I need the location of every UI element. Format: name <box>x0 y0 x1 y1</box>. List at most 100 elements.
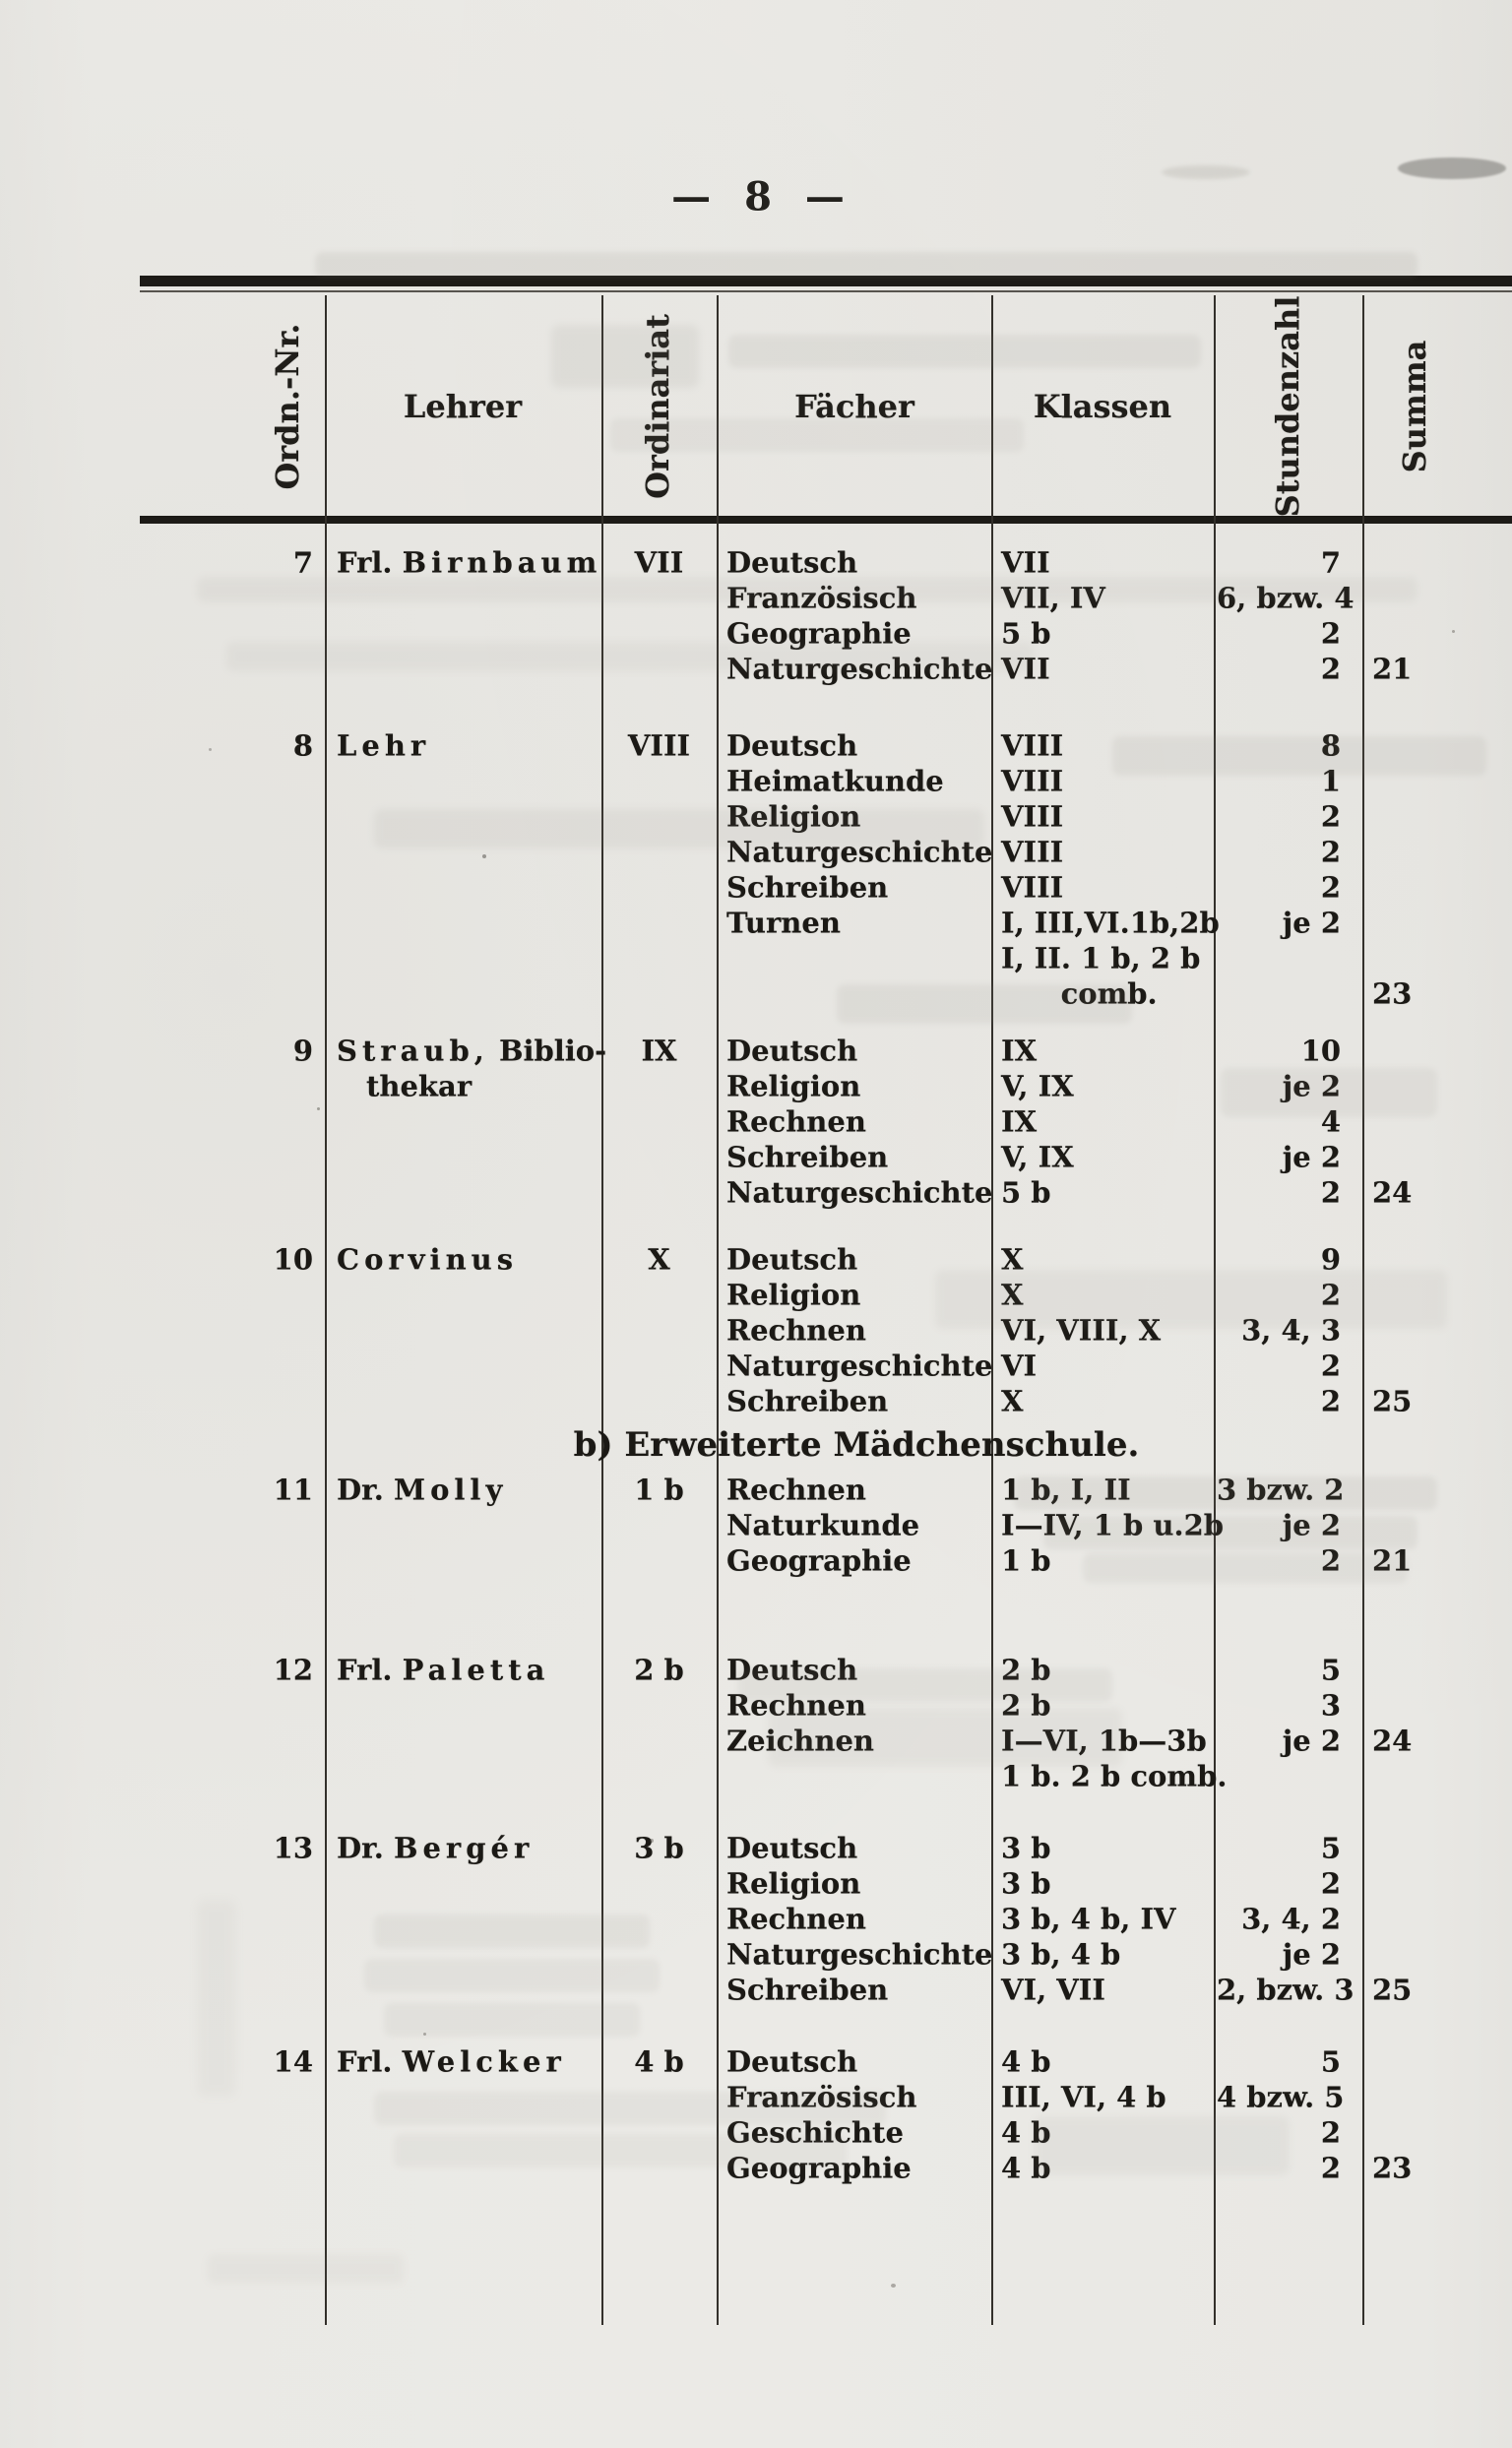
ordn-nr-value: 12 <box>273 1653 313 1687</box>
teacher-name: Frl. Welcker <box>337 2044 566 2079</box>
subject-cell: Französisch <box>726 581 917 615</box>
klassen-cell: comb. <box>1001 976 1158 1011</box>
stundenzahl-cell: 5 <box>1320 2044 1341 2079</box>
bleed-through-artifact <box>1083 1553 1408 1583</box>
stundenzahl-cell: 2 <box>1320 870 1341 905</box>
ordinariat-value: X <box>648 1242 670 1277</box>
subject-cell: Schreiben <box>726 1973 889 2007</box>
subject-cell: Rechnen <box>726 1902 866 1936</box>
ordinariat-value: 4 b <box>634 2044 684 2079</box>
bleed-through-artifact <box>1221 1068 1437 1117</box>
bleed-through-artifact <box>226 642 1034 671</box>
stundenzahl-cell: 1 <box>1320 764 1341 798</box>
klassen-cell: VII <box>1001 652 1050 686</box>
header-bottom-rule <box>140 516 1512 524</box>
stundenzahl-cell: 2 <box>1320 1543 1341 1578</box>
column-divider <box>1214 295 1216 2325</box>
klassen-cell: III, VI, 4 b <box>1001 2080 1166 2114</box>
bleed-through-artifact <box>768 1708 1122 1767</box>
subject-cell: Deutsch <box>726 1242 858 1277</box>
teacher-name: Corvinus <box>337 1242 519 1277</box>
subject-cell: Geschichte <box>726 2115 904 2150</box>
klassen-cell: IX <box>1001 1104 1038 1139</box>
ordinariat-value: VIII <box>627 728 691 763</box>
subject-cell: Deutsch <box>726 1653 858 1687</box>
teacher-name: Straub, Biblio- <box>337 1034 607 1068</box>
stundenzahl-cell: 10 <box>1300 1034 1341 1068</box>
stundenzahl-cell: 2 <box>1320 1349 1341 1383</box>
stundenzahl-cell: 2 <box>1320 2151 1341 2185</box>
stundenzahl-cell: 4 bzw. 5 <box>1217 2080 1345 2114</box>
teacher-name: Frl. Paletta <box>337 1653 550 1687</box>
column-divider <box>325 295 327 2325</box>
top-rule-thin <box>140 290 1512 292</box>
stundenzahl-cell: 2 <box>1320 1175 1341 1210</box>
column-divider <box>991 295 993 2325</box>
teacher-name: Dr. Bergér <box>337 1831 535 1865</box>
bleed-through-artifact <box>394 2134 847 2167</box>
subject-cell: Naturgeschichte <box>726 1937 993 1972</box>
subject-cell: Rechnen <box>726 1313 866 1348</box>
ordn-nr-value: 14 <box>273 2044 313 2079</box>
speck-artifact <box>1102 1910 1106 1913</box>
klassen-cell: 3 b, 4 b, IV <box>1001 1902 1176 1936</box>
bleed-through-artifact <box>1043 1516 1418 1549</box>
klassen-cell: V, IX <box>1001 1069 1074 1103</box>
subject-cell: Schreiben <box>726 870 889 905</box>
subject-cell: Zeichnen <box>726 1724 874 1758</box>
summa-value: 24 <box>1372 1724 1413 1758</box>
smudge-artifact <box>1398 157 1506 179</box>
bleed-through-artifact <box>374 809 984 848</box>
klassen-cell: 3 b <box>1001 1831 1051 1865</box>
bleed-through-artifact <box>197 577 1418 602</box>
klassen-cell: 1 b <box>1001 1543 1051 1578</box>
ordn-nr-value: 9 <box>292 1034 313 1068</box>
stundenzahl-cell: 3, 4, 3 <box>1241 1313 1341 1348</box>
stundenzahl-cell: 2 <box>1320 652 1341 686</box>
subject-cell: Deutsch <box>726 2044 858 2079</box>
stundenzahl-cell: je 2 <box>1282 1508 1341 1542</box>
bleed-through-artifact <box>364 1959 660 1992</box>
subject-cell: Turnen <box>726 906 841 940</box>
klassen-cell: V, IX <box>1001 1140 1074 1174</box>
klassen-cell: X <box>1001 1278 1024 1312</box>
speck-artifact <box>482 854 486 858</box>
ordinariat-value: 1 b <box>634 1473 684 1507</box>
ordn-nr-value: 7 <box>292 545 313 580</box>
stundenzahl-cell: 2 <box>1320 835 1341 869</box>
stundenzahl-cell: 3 <box>1320 1688 1341 1723</box>
column-divider <box>717 295 719 2325</box>
subject-cell: Naturgeschichte <box>726 1349 993 1383</box>
klassen-cell: I, II. 1 b, 2 b <box>1001 941 1201 975</box>
column-header-ordn-nr: Ordn.-Nr. <box>269 323 306 490</box>
summa-value: 25 <box>1372 1384 1413 1418</box>
summa-value: 24 <box>1372 1175 1413 1210</box>
summa-value: 25 <box>1372 1973 1413 2007</box>
subject-cell: Naturkunde <box>726 1508 920 1542</box>
column-header-lehrer: Lehrer <box>403 388 523 425</box>
stundenzahl-cell: 2 <box>1320 1384 1341 1418</box>
stundenzahl-cell: 2 <box>1320 1866 1341 1901</box>
ordinariat-value: IX <box>641 1034 677 1068</box>
bleed-through-artifact <box>197 1900 236 2097</box>
klassen-cell: VIII <box>1001 728 1064 763</box>
speck-artifact <box>423 2033 426 2036</box>
bleed-through-artifact <box>315 252 1418 278</box>
speck-artifact <box>209 748 212 751</box>
stundenzahl-cell: 2 <box>1320 2115 1341 2150</box>
subject-cell: Religion <box>726 1866 861 1901</box>
bleed-through-artifact <box>1034 2116 1290 2175</box>
speck-artifact <box>891 2284 896 2288</box>
klassen-cell: VIII <box>1001 835 1064 869</box>
stundenzahl-cell: 4 <box>1320 1104 1341 1139</box>
ordinariat-value: 3 b <box>634 1831 684 1865</box>
speck-artifact <box>317 1107 320 1110</box>
klassen-cell: 1 b. 2 b comb. <box>1001 1759 1228 1793</box>
klassen-cell: 5 b <box>1001 616 1051 651</box>
klassen-cell: 2 b <box>1001 1653 1051 1687</box>
stundenzahl-cell: 3 bzw. 2 <box>1217 1473 1345 1507</box>
bleed-through-artifact <box>610 418 1024 452</box>
klassen-cell: VI <box>1001 1349 1038 1383</box>
subject-cell: Heimatkunde <box>726 764 944 798</box>
klassen-cell: 4 b <box>1001 2044 1051 2079</box>
